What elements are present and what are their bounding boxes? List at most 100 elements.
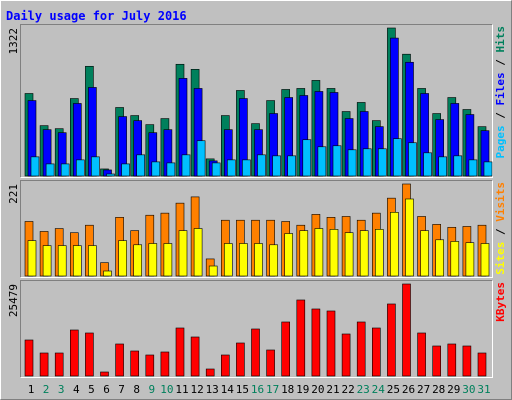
bar [193, 228, 203, 277]
bar [480, 243, 490, 277]
x-tick-label: 20 [311, 383, 324, 396]
bar [190, 336, 200, 377]
bar [73, 245, 82, 277]
x-tick-label: 12 [190, 383, 203, 396]
legend-entry: Pages [494, 125, 507, 158]
bar [205, 368, 215, 377]
bar [85, 332, 94, 377]
legend-separator: / [494, 53, 507, 73]
x-tick-label: 24 [372, 383, 386, 396]
panel-border [20, 180, 493, 278]
bar [387, 303, 396, 377]
bar [136, 154, 145, 177]
bar [317, 146, 327, 177]
bar [269, 244, 278, 277]
legend-separator: / [494, 106, 507, 126]
bar [402, 283, 411, 377]
bar [130, 350, 139, 377]
bar [221, 354, 230, 377]
bar [281, 321, 291, 377]
bar [311, 308, 321, 377]
bar [30, 156, 40, 177]
bar [227, 159, 236, 177]
bar [284, 233, 294, 277]
x-tick-label: 13 [206, 383, 219, 396]
legend-separator: / [494, 222, 507, 242]
bar [251, 328, 260, 377]
x-tick-label: 5 [88, 383, 95, 396]
y-tick-label: 1322 [7, 28, 20, 55]
x-tick-label: 9 [148, 383, 155, 396]
bar [211, 162, 221, 177]
bar [462, 345, 472, 377]
bar [42, 245, 52, 277]
y-tick-label: 221 [7, 184, 20, 204]
x-tick-label: 31 [477, 383, 490, 396]
bar [103, 270, 112, 277]
panel-border [20, 180, 493, 278]
bar [76, 159, 85, 177]
legend-entry: Hits [494, 26, 507, 53]
bar [266, 349, 275, 377]
bar [133, 244, 142, 277]
bar [453, 155, 463, 177]
bar [196, 140, 206, 177]
bar [435, 239, 445, 277]
bar [54, 352, 64, 377]
bar [257, 154, 266, 177]
bar [296, 299, 306, 377]
panel-border [20, 24, 493, 178]
x-tick-label: 29 [447, 383, 460, 396]
bar [88, 245, 97, 277]
bar [450, 241, 460, 277]
bar [347, 149, 357, 177]
bar [178, 230, 188, 277]
bar [468, 159, 478, 177]
bar [242, 159, 251, 177]
x-tick-label: 17 [266, 383, 279, 396]
x-tick-label: 7 [118, 383, 125, 396]
legend-entry: Sites [494, 242, 507, 275]
x-tick-label: 16 [251, 383, 264, 396]
chart-title: Daily usage for July 2016 [6, 9, 187, 23]
bar [332, 145, 342, 177]
legend: Sites / Visits [494, 182, 507, 275]
x-tick-label: 18 [281, 383, 294, 396]
bar [151, 161, 161, 177]
bar [208, 265, 218, 277]
bar [115, 343, 124, 377]
bar [438, 156, 448, 177]
bar [118, 240, 127, 277]
bar [39, 352, 49, 377]
bar [148, 243, 158, 277]
x-tick-label: 21 [326, 383, 339, 396]
bar [417, 332, 426, 377]
bar [326, 310, 336, 377]
bar [239, 243, 248, 277]
bar [272, 155, 281, 177]
bar [163, 243, 173, 277]
x-tick-label: 26 [402, 383, 415, 396]
legend: Pages / Files / Hits [494, 26, 507, 159]
x-tick-label: 10 [160, 383, 173, 396]
x-tick-label: 23 [357, 383, 370, 396]
bar [70, 329, 79, 377]
bar [356, 321, 366, 377]
bar [405, 198, 414, 277]
bar [106, 173, 115, 177]
x-tick-label: 30 [462, 383, 475, 396]
bar [423, 152, 432, 177]
x-tick-label: 15 [236, 383, 249, 396]
bar [432, 345, 442, 377]
bar [60, 163, 70, 177]
bar [371, 327, 381, 377]
bar [362, 148, 372, 177]
bar [483, 161, 493, 177]
bar [359, 230, 369, 277]
bar [57, 245, 67, 277]
panel-border [20, 24, 493, 178]
bar [45, 163, 55, 177]
x-tick-label: 1 [28, 383, 35, 396]
bar [27, 240, 37, 277]
